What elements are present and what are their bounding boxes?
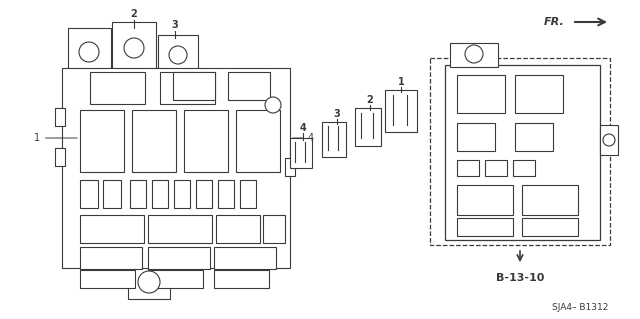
Bar	[515, 75, 563, 113]
Bar	[132, 110, 176, 172]
Text: 4: 4	[300, 123, 307, 133]
Bar	[240, 180, 256, 208]
Bar	[158, 35, 198, 75]
Bar	[457, 218, 513, 236]
Bar	[522, 218, 578, 236]
Bar	[148, 247, 210, 269]
Bar	[322, 122, 346, 157]
Bar	[174, 180, 190, 208]
Bar	[160, 72, 215, 104]
Bar	[485, 160, 507, 176]
Circle shape	[138, 271, 160, 293]
Bar	[285, 158, 295, 176]
Bar	[80, 110, 124, 172]
Circle shape	[79, 42, 99, 62]
Bar	[90, 72, 145, 104]
Bar	[173, 72, 215, 100]
Text: 3: 3	[172, 20, 179, 30]
Text: FR.: FR.	[544, 17, 565, 27]
Bar	[457, 185, 513, 215]
Bar	[216, 215, 260, 243]
Bar	[260, 90, 286, 120]
Bar	[513, 160, 535, 176]
Bar	[263, 215, 285, 243]
Bar	[80, 180, 98, 208]
Bar	[55, 108, 65, 126]
Bar	[355, 108, 381, 146]
Text: 1: 1	[397, 77, 404, 87]
Bar	[196, 180, 212, 208]
Bar	[148, 270, 203, 288]
Bar	[290, 138, 312, 168]
Text: 4: 4	[292, 133, 314, 143]
Bar	[103, 180, 121, 208]
Bar	[214, 247, 276, 269]
Bar	[80, 270, 135, 288]
Bar	[236, 110, 280, 172]
Bar	[445, 65, 600, 240]
Text: 3: 3	[333, 109, 340, 119]
Text: B-13-10: B-13-10	[496, 273, 544, 283]
Bar	[515, 123, 553, 151]
Bar	[457, 123, 495, 151]
Bar	[522, 185, 578, 215]
Text: 2: 2	[367, 95, 373, 105]
Bar	[228, 72, 270, 100]
Bar	[130, 180, 146, 208]
Bar	[80, 215, 144, 243]
Bar	[184, 110, 228, 172]
Bar	[214, 270, 269, 288]
Bar	[152, 180, 168, 208]
Bar	[62, 68, 290, 268]
Bar	[385, 90, 417, 132]
Bar	[450, 43, 498, 67]
Text: 2: 2	[131, 9, 138, 19]
Bar	[112, 22, 156, 78]
Bar	[68, 28, 111, 80]
Circle shape	[603, 134, 615, 146]
Text: SJA4– B1312: SJA4– B1312	[552, 303, 608, 313]
Circle shape	[465, 45, 483, 63]
Bar	[218, 180, 234, 208]
Bar	[457, 75, 505, 113]
Bar	[55, 148, 65, 166]
Text: 1: 1	[34, 133, 77, 143]
Circle shape	[169, 46, 187, 64]
Bar	[148, 215, 212, 243]
Bar	[430, 58, 610, 245]
Bar	[80, 247, 142, 269]
Circle shape	[124, 38, 144, 58]
Circle shape	[265, 97, 281, 113]
Bar	[128, 265, 170, 299]
Bar	[457, 160, 479, 176]
Bar	[600, 125, 618, 155]
